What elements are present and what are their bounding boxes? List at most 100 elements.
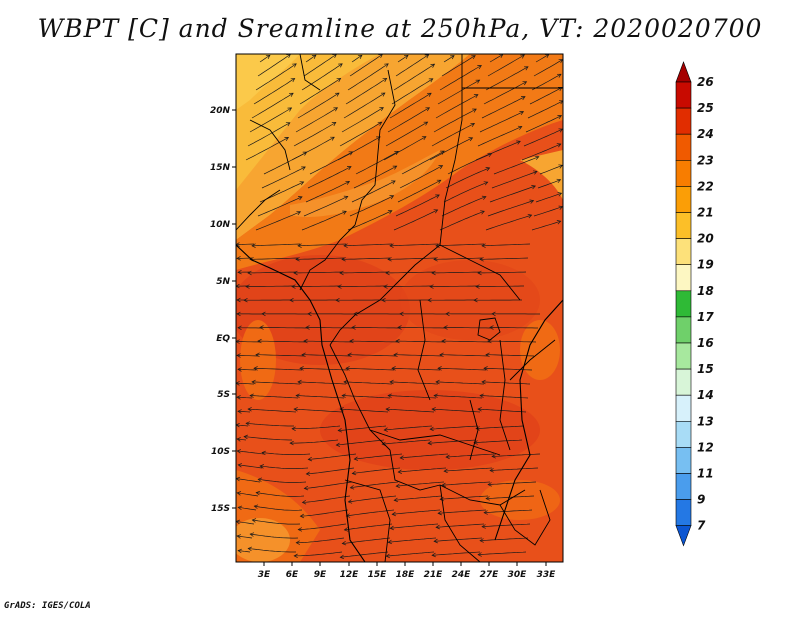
- streamline: [246, 285, 294, 287]
- streamline-arrow: [489, 468, 494, 473]
- streamline-arrow: [307, 456, 313, 462]
- lon-tick-label: 33E: [537, 570, 557, 580]
- lon-tick-label: 21E: [424, 570, 444, 580]
- streamline: [297, 381, 347, 385]
- streamline-arrow: [291, 426, 296, 432]
- lon-tick-label: 3E: [258, 570, 271, 580]
- streamline-arrow: [301, 166, 306, 171]
- streamline: [347, 210, 393, 231]
- streamline: [349, 340, 399, 343]
- streamline: [383, 136, 427, 161]
- streamline-arrow: [346, 166, 352, 171]
- streamline: [443, 181, 488, 203]
- streamline-arrow: [293, 407, 298, 412]
- streamline-arrow: [289, 440, 294, 446]
- streamline: [263, 151, 307, 175]
- streamline-arrow: [443, 325, 448, 330]
- streamline-arrow: [435, 379, 440, 385]
- streamline-arrow: [480, 210, 485, 215]
- lon-tick-label: 27E: [480, 570, 500, 580]
- streamline: [343, 243, 393, 247]
- streamline-arrow: [237, 367, 242, 372]
- streamline-arrow: [284, 137, 290, 141]
- streamline-arrow: [236, 339, 240, 344]
- streamline-arrow: [523, 66, 529, 71]
- streamline-arrow: [299, 366, 304, 371]
- streamline-arrow: [333, 107, 339, 112]
- streamline: [250, 395, 299, 399]
- streamline: [385, 271, 435, 274]
- streamline: [236, 382, 255, 385]
- streamline-arrow: [337, 428, 343, 433]
- streamline-arrow: [251, 518, 257, 523]
- streamline: [237, 535, 253, 539]
- latitude-axis: 20N 15N 10N 5N EQ 5S 10S 15S: [210, 106, 236, 514]
- streamline: [257, 340, 307, 343]
- streamline: [478, 408, 527, 413]
- streamline: [338, 285, 386, 287]
- streamline-arrow: [247, 546, 253, 551]
- streamline: [290, 439, 339, 444]
- streamline-arrow: [343, 195, 349, 200]
- streamline: [389, 92, 432, 119]
- streamline-arrow: [558, 87, 563, 91]
- colorbar-swatch: [675, 473, 692, 500]
- streamline: [256, 354, 305, 357]
- streamline: [345, 78, 387, 105]
- streamline-arrow: [245, 421, 250, 426]
- streamline: [302, 354, 351, 357]
- streamline: [481, 96, 526, 119]
- streamline-arrow: [429, 284, 434, 289]
- streamline: [430, 285, 478, 287]
- streamline-arrow: [399, 311, 404, 317]
- streamline-arrow: [522, 81, 528, 86]
- streamline-arrow: [433, 209, 439, 214]
- colorbar-tick-label: 20: [697, 232, 714, 246]
- colorbar-swatch: [675, 238, 692, 266]
- streamline-arrow: [435, 524, 440, 530]
- streamline: [343, 92, 386, 119]
- streamline: [389, 243, 439, 247]
- colorbar-swatch: [675, 447, 692, 474]
- streamline-arrow: [437, 510, 442, 516]
- streamline-arrow: [477, 407, 482, 412]
- streamline: [236, 478, 261, 483]
- streamline-arrow: [557, 192, 563, 197]
- streamline-arrow: [295, 540, 300, 545]
- streamline-arrow: [445, 454, 450, 460]
- streamline-arrow: [301, 500, 307, 505]
- streamline-arrow: [261, 450, 266, 456]
- streamline: [434, 395, 483, 399]
- streamline-arrow: [243, 297, 248, 303]
- streamline-arrow: [337, 284, 342, 289]
- streamline: [439, 210, 485, 231]
- streamline: [483, 367, 533, 371]
- streamline: [236, 355, 259, 357]
- streamline: [340, 408, 389, 413]
- streamline: [248, 408, 297, 413]
- streamline-arrow: [556, 143, 562, 148]
- streamline-arrow: [259, 325, 264, 330]
- streamline: [391, 78, 433, 105]
- streamline-arrow: [237, 548, 242, 554]
- streamline: [478, 551, 527, 556]
- colorbar-tick-label: 22: [697, 179, 714, 193]
- streamline: [249, 257, 299, 260]
- streamline-arrow: [338, 63, 343, 68]
- colorbar-tick-label: 23: [697, 153, 714, 167]
- streamline-arrow: [397, 325, 402, 330]
- streamline: [445, 167, 490, 189]
- streamline-arrow: [290, 78, 296, 83]
- streamline-arrow: [483, 510, 488, 515]
- streamline-arrow: [349, 338, 354, 344]
- streamline-arrow: [428, 78, 434, 83]
- streamline: [400, 453, 449, 459]
- streamlines-layer: [236, 54, 563, 560]
- streamline: [442, 481, 491, 486]
- streamline: [303, 340, 353, 343]
- streamline-arrow: [389, 525, 395, 531]
- streamline-arrow: [391, 366, 396, 371]
- streamline-arrow: [257, 477, 263, 482]
- streamline-arrow: [255, 490, 261, 496]
- streamline-arrow: [305, 325, 310, 330]
